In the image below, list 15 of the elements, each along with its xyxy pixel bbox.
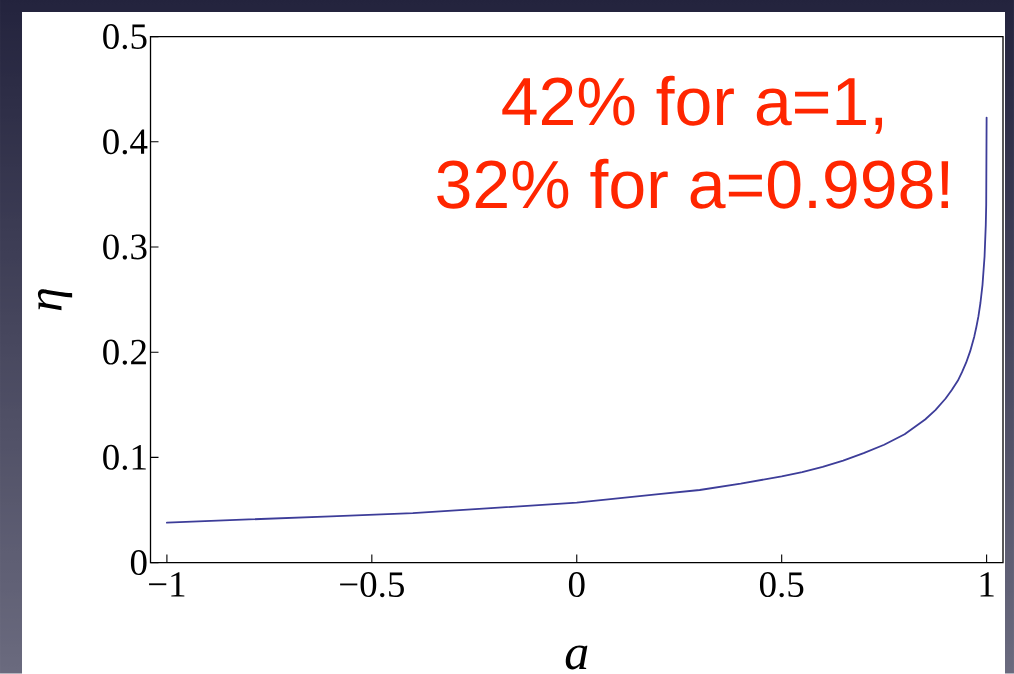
x-tick-label: 0 xyxy=(568,572,585,598)
y-tick-label: 0.4 xyxy=(103,129,148,155)
x-tick-label: −0.5 xyxy=(340,572,404,598)
y-tick-label: 0.3 xyxy=(103,234,147,260)
x-axis-title: a xyxy=(565,645,588,670)
y-tick-label: 0 xyxy=(130,550,147,576)
annotation: 32% for a=0.998! xyxy=(437,158,949,209)
y-tick-label: 0.2 xyxy=(103,339,146,365)
y-tick-label: 0.1 xyxy=(103,444,146,470)
y-axis-title: η xyxy=(37,289,73,311)
x-tick-label: 0.5 xyxy=(759,572,804,598)
annotation: 42% for a=1, xyxy=(502,75,883,134)
x-tick-label: −1 xyxy=(149,572,185,597)
x-tick-label: 1 xyxy=(980,572,994,597)
y-tick-label: 0.5 xyxy=(103,24,147,50)
